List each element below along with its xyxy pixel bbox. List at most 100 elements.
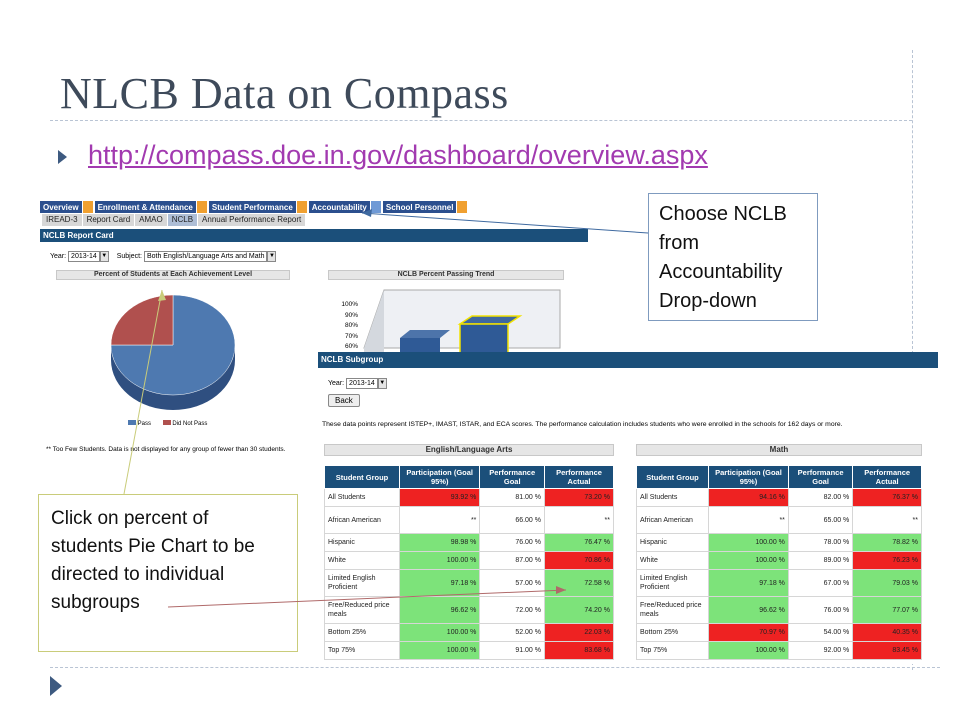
table-row[interactable]: African American ** 65.00 % ** (636, 506, 922, 534)
col-performance-goal: Performance Goal (787, 465, 854, 489)
trend-bar-selected-top (457, 315, 523, 325)
year-label: Year: (328, 380, 345, 387)
cell-student-group: Limited English Proficient (324, 569, 400, 597)
chevron-down-icon[interactable]: ▼ (377, 378, 387, 389)
cell-participation: 96.62 % (398, 596, 481, 624)
cell-performance-actual: 76.37 % (852, 488, 922, 507)
nav-dropdown-icon[interactable] (370, 201, 381, 213)
col-performance-actual: Performance Actual (544, 465, 614, 489)
year-label: Year: (50, 253, 67, 260)
pie-slice-did-not-pass[interactable] (110, 294, 174, 346)
cell-performance-actual: 83.68 % (544, 641, 614, 660)
bottom-divider (50, 667, 940, 668)
bottom-arrow-icon (50, 676, 62, 696)
cell-performance-goal: 67.00 % (787, 569, 854, 597)
callout-pie-chart: Click on percent of students Pie Chart t… (38, 494, 298, 652)
ela-table-title: English/Language Arts (324, 444, 614, 456)
cell-student-group: Bottom 25% (636, 623, 709, 642)
table-row[interactable]: White 100.00 % 87.00 % 70.86 % (324, 551, 614, 570)
cell-participation: 100.00 % (398, 641, 481, 660)
cell-performance-goal: 72.00 % (479, 596, 545, 624)
year-select[interactable]: 2013-14 (68, 251, 100, 262)
tab-iread3[interactable]: IREAD-3 (42, 214, 82, 226)
cell-performance-goal: 92.00 % (787, 641, 854, 660)
nav-dropdown-icon[interactable] (196, 201, 207, 213)
cell-student-group: Top 75% (324, 641, 400, 660)
cell-student-group: White (324, 551, 400, 570)
cell-performance-goal: 81.00 % (479, 488, 545, 507)
cell-student-group: Limited English Proficient (636, 569, 709, 597)
table-row[interactable]: Free/Reduced price meals 96.62 % 72.00 % 74… (324, 596, 614, 624)
nav-overview[interactable]: Overview (40, 201, 82, 213)
cell-performance-goal: 87.00 % (479, 551, 545, 570)
cell-performance-actual: 40.35 % (852, 623, 922, 642)
year-select[interactable]: 2013-14 (346, 378, 378, 389)
table-row[interactable]: Top 75% 100.00 % 92.00 % 83.45 % (636, 641, 922, 660)
cell-participation: 70.97 % (708, 623, 789, 642)
cell-participation: 100.00 % (708, 551, 789, 570)
table-row[interactable]: Free/Reduced price meals 96.62 % 76.00 % 77… (636, 596, 922, 624)
back-button[interactable]: Back (328, 394, 360, 407)
pie-slices (110, 294, 236, 396)
compass-dashboard-link[interactable]: http://compass.doe.in.gov/dashboard/over… (88, 140, 708, 170)
chevron-down-icon[interactable]: ▼ (99, 251, 109, 262)
cell-performance-goal: 66.00 % (479, 506, 545, 534)
cell-performance-goal: 57.00 % (479, 569, 545, 597)
table-row[interactable]: Bottom 25% 100.00 % 52.00 % 22.03 % (324, 623, 614, 642)
cell-performance-actual: 72.58 % (544, 569, 614, 597)
cell-performance-actual: ** (544, 506, 614, 534)
sub-tabs: IREAD-3 Report Card AMAO NCLB Annual Per… (42, 214, 306, 226)
nav-enrollment[interactable]: Enrollment & Attendance (94, 201, 196, 213)
trend-wall (364, 290, 384, 358)
cell-performance-actual: 22.03 % (544, 623, 614, 642)
nav-accountability[interactable]: Accountability (308, 201, 370, 213)
nav-dropdown-icon[interactable] (457, 201, 468, 213)
table-row[interactable]: Top 75% 100.00 % 91.00 % 83.68 % (324, 641, 614, 660)
table-row[interactable]: Hispanic 100.00 % 78.00 % 78.82 % (636, 533, 922, 552)
nav-dropdown-icon[interactable] (82, 201, 93, 213)
trend-tick: 80% (344, 322, 358, 329)
pie-legend: Pass Did Not Pass (128, 420, 207, 427)
chevron-down-icon[interactable]: ▼ (267, 251, 277, 262)
cell-performance-actual: 78.82 % (852, 533, 922, 552)
table-row[interactable]: Limited English Proficient 97.18 % 67.00 %… (636, 569, 922, 597)
nav-dropdown-icon[interactable] (296, 201, 307, 213)
cell-performance-actual: 76.47 % (544, 533, 614, 552)
trend-tick: 100% (341, 301, 358, 308)
subject-select[interactable]: Both English/Language Arts and Math (143, 251, 268, 262)
tab-amao[interactable]: AMAO (135, 214, 167, 226)
cell-performance-goal: 78.00 % (787, 533, 854, 552)
cell-performance-actual: 79.03 % (852, 569, 922, 597)
legend-pass-swatch (128, 420, 136, 425)
legend-fail: Did Not Pass (172, 421, 208, 427)
cell-performance-goal: 52.00 % (479, 623, 545, 642)
table-row[interactable]: White 100.00 % 89.00 % 76.23 % (636, 551, 922, 570)
cell-performance-actual: 77.07 % (852, 596, 922, 624)
tab-annual-performance-report[interactable]: Annual Performance Report (198, 214, 306, 226)
table-row[interactable]: Bottom 25% 70.97 % 54.00 % 40.35 % (636, 623, 922, 642)
col-participation: Participation (Goal 95%) (708, 465, 789, 489)
col-performance-goal: Performance Goal (479, 465, 545, 489)
cell-performance-goal: 65.00 % (787, 506, 854, 534)
col-performance-actual: Performance Actual (852, 465, 922, 489)
cell-student-group: Free/Reduced price meals (324, 596, 400, 624)
slide-title: NLCB Data on Compass (60, 69, 509, 118)
top-nav: Overview Enrollment & Attendance Student… (40, 201, 469, 213)
table-row[interactable]: African American ** 66.00 % ** (324, 506, 614, 534)
cell-performance-actual: 73.20 % (544, 488, 614, 507)
cell-performance-actual: ** (852, 506, 922, 534)
table-row[interactable]: Hispanic 98.98 % 76.00 % 76.47 % (324, 533, 614, 552)
cell-participation: 94.16 % (708, 488, 789, 507)
table-row[interactable]: All Students 94.16 % 82.00 % 76.37 % (636, 488, 922, 507)
table-row[interactable]: All Students 93.92 % 81.00 % 73.20 % (324, 488, 614, 507)
trend-chart (363, 289, 561, 358)
tab-report-card[interactable]: Report Card (82, 214, 135, 226)
cell-student-group: Hispanic (324, 533, 400, 552)
achievement-pie-chart[interactable] (108, 290, 238, 412)
table-row[interactable]: Limited English Proficient 97.18 % 57.00 %… (324, 569, 614, 597)
cell-performance-goal: 54.00 % (787, 623, 854, 642)
nav-student-performance[interactable]: Student Performance (208, 201, 296, 213)
bullet-arrow-icon (58, 150, 67, 164)
nav-school-personnel[interactable]: School Personnel (382, 201, 457, 213)
tab-nclb[interactable]: NCLB (167, 214, 198, 226)
